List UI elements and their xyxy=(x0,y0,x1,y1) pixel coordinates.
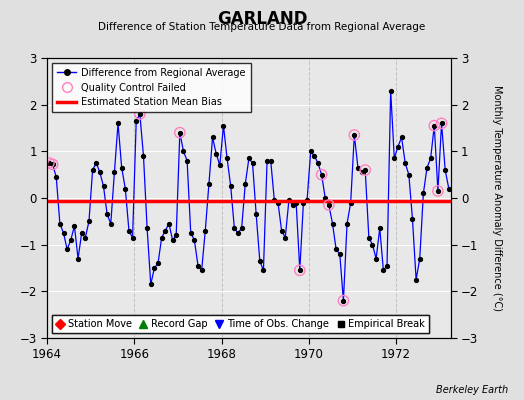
Difference from Regional Average xyxy=(231,226,237,231)
Quality Control Failed xyxy=(45,160,53,166)
Quality Control Failed xyxy=(296,267,304,274)
Text: Berkeley Earth: Berkeley Earth xyxy=(436,385,508,395)
Text: Difference of Station Temperature Data from Regional Average: Difference of Station Temperature Data f… xyxy=(99,22,425,32)
Difference from Regional Average xyxy=(195,263,201,268)
Quality Control Failed xyxy=(434,188,442,194)
Quality Control Failed xyxy=(318,172,326,178)
Difference from Regional Average xyxy=(137,112,143,116)
Quality Control Failed xyxy=(430,122,439,129)
Quality Control Failed xyxy=(176,130,184,136)
Quality Control Failed xyxy=(361,167,369,173)
Quality Control Failed xyxy=(136,111,144,117)
Difference from Regional Average xyxy=(46,160,52,165)
Quality Control Failed xyxy=(350,132,358,138)
Quality Control Failed xyxy=(48,161,57,168)
Quality Control Failed xyxy=(438,120,446,126)
Difference from Regional Average xyxy=(148,282,154,287)
Legend: Station Move, Record Gap, Time of Obs. Change, Empirical Break: Station Move, Record Gap, Time of Obs. C… xyxy=(52,315,429,333)
Quality Control Failed xyxy=(325,202,333,208)
Line: Difference from Regional Average: Difference from Regional Average xyxy=(47,89,451,303)
Difference from Regional Average xyxy=(340,298,346,303)
Difference from Regional Average xyxy=(388,88,394,93)
Difference from Regional Average xyxy=(446,186,452,191)
Difference from Regional Average xyxy=(439,121,445,126)
Y-axis label: Monthly Temperature Anomaly Difference (°C): Monthly Temperature Anomaly Difference (… xyxy=(493,85,503,311)
Text: GARLAND: GARLAND xyxy=(217,10,307,28)
Quality Control Failed xyxy=(339,298,347,304)
Difference from Regional Average xyxy=(278,228,285,233)
